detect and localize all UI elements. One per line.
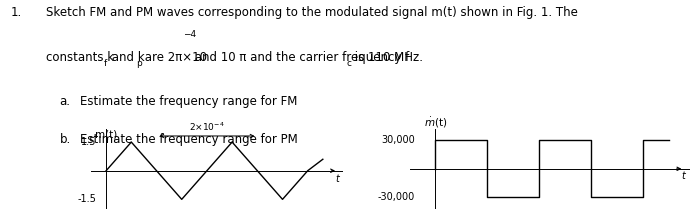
Text: and 10 π and the carrier frequency f: and 10 π and the carrier frequency f <box>191 51 410 64</box>
Text: Estimate the frequency range for PM: Estimate the frequency range for PM <box>80 133 298 146</box>
Text: -1.5: -1.5 <box>77 194 96 204</box>
Text: 1.: 1. <box>10 6 22 19</box>
Text: and k: and k <box>108 51 145 64</box>
Text: a.: a. <box>60 95 71 108</box>
Text: $\dot{m}$(t): $\dot{m}$(t) <box>424 115 447 130</box>
Text: 1.5: 1.5 <box>80 137 96 147</box>
Text: -30,000: -30,000 <box>377 192 414 202</box>
Text: are 2π×10: are 2π×10 <box>141 51 207 64</box>
Text: t: t <box>335 174 340 184</box>
Text: Sketch FM and PM waves corresponding to the modulated signal m(t) shown in Fig. : Sketch FM and PM waves corresponding to … <box>46 6 578 19</box>
Text: constants k: constants k <box>46 51 113 64</box>
Text: is 110 MHz.: is 110 MHz. <box>351 51 423 64</box>
Text: c: c <box>346 59 351 68</box>
Text: 30,000: 30,000 <box>381 135 414 145</box>
Text: b.: b. <box>60 133 71 146</box>
Text: f: f <box>104 59 107 68</box>
Text: Estimate the frequency range for FM: Estimate the frequency range for FM <box>80 95 298 108</box>
Text: p: p <box>136 59 142 68</box>
Text: t: t <box>682 171 685 181</box>
Text: −4: −4 <box>183 30 197 39</box>
Text: 2$\times$10$^{-4}$: 2$\times$10$^{-4}$ <box>189 121 225 134</box>
Text: m(t): m(t) <box>95 129 117 139</box>
